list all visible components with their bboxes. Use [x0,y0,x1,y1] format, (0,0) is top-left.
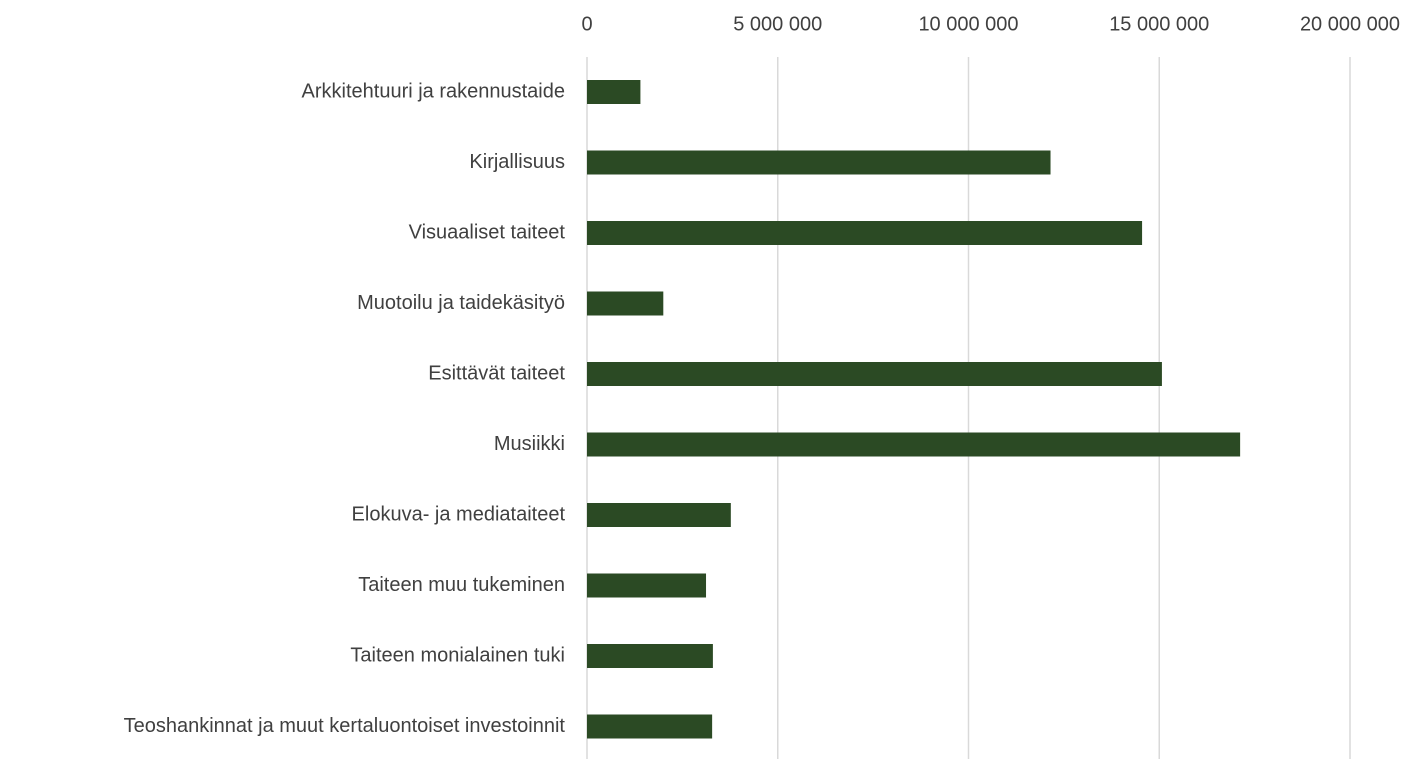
bar [587,714,713,739]
y-tick-label: Visuaaliset taiteet [409,221,566,243]
bar [587,503,731,527]
bar [587,291,664,316]
y-tick-label: Elokuva- ja mediataiteet [352,503,566,525]
x-tick-label: 0 [581,13,592,35]
y-tick-label: Teoshankinnat ja muut kertaluontoiset in… [124,715,566,737]
x-tick-label: 20 000 000 [1300,13,1400,35]
y-tick-label: Taiteen muu tukeminen [358,574,565,596]
y-tick-label: Taiteen monialainen tuki [350,644,565,666]
y-tick-label: Kirjallisuus [469,151,565,173]
bar [587,573,707,598]
x-tick-label: 5 000 000 [733,13,822,35]
bar [587,644,713,668]
bar [587,150,1051,175]
y-tick-label: Musiikki [494,433,565,455]
bar [587,432,1241,457]
y-tick-label: Esittävät taiteet [428,362,565,384]
x-tick-label: 15 000 000 [1109,13,1209,35]
bar [587,80,641,104]
y-tick-label: Arkkitehtuuri ja rakennustaide [302,80,565,102]
x-tick-label: 10 000 000 [918,13,1018,35]
y-tick-label: Muotoilu ja taidekäsityö [357,292,565,314]
bar [587,362,1162,386]
bar [587,221,1143,245]
